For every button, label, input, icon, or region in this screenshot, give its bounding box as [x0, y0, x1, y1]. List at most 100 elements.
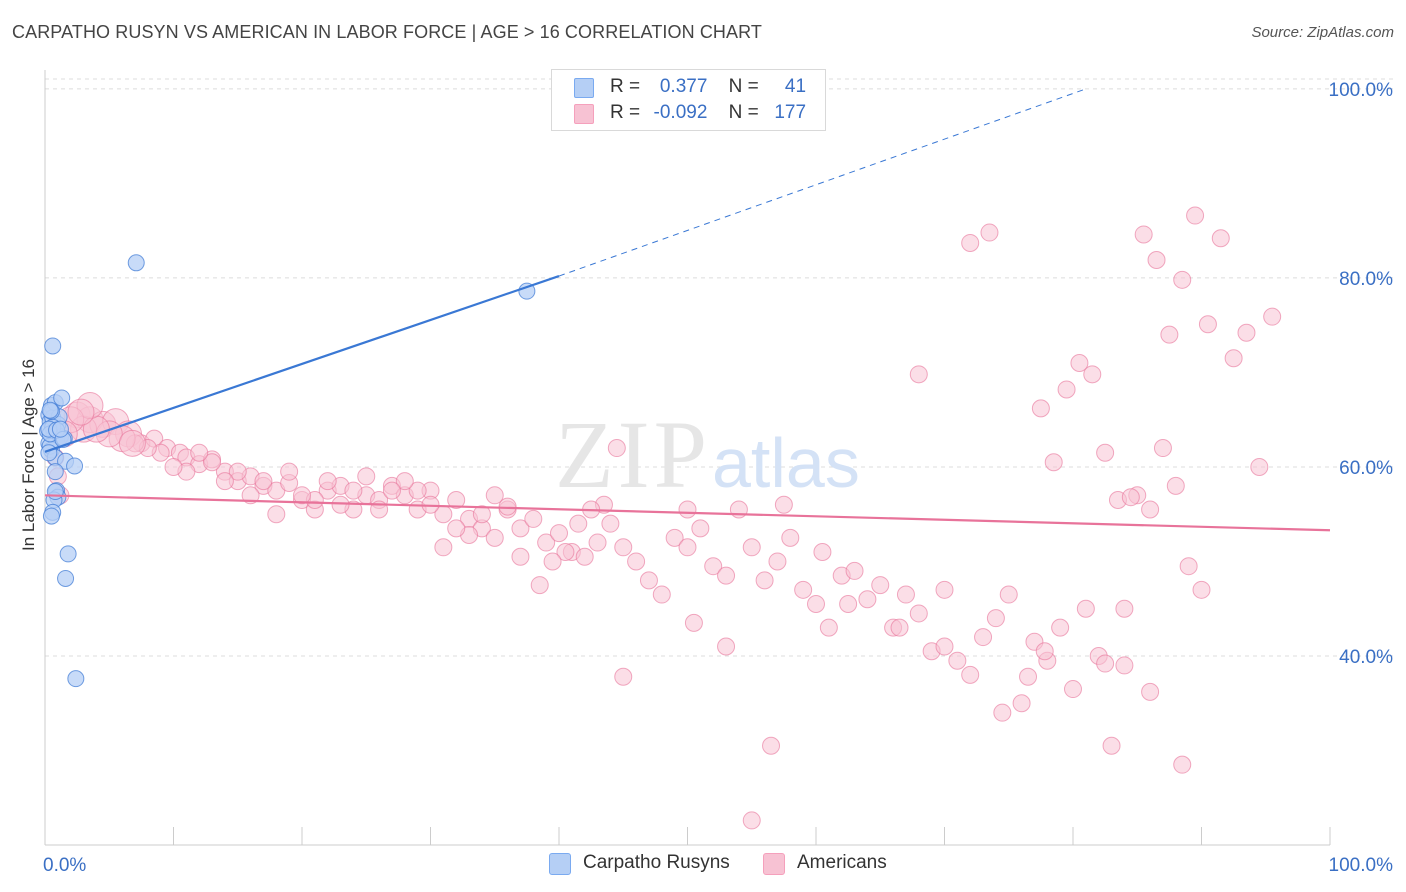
american-point	[254, 472, 273, 491]
legend-n-value: 177	[774, 102, 807, 123]
american-point	[447, 519, 466, 538]
american-point	[524, 509, 543, 528]
trend-lines	[44, 88, 1331, 532]
american-point	[794, 580, 813, 599]
rusyn-point	[127, 254, 145, 272]
american-point	[485, 486, 504, 505]
american-point	[1115, 656, 1134, 675]
american-point	[1186, 206, 1205, 225]
american-point	[974, 628, 993, 647]
american-point	[1083, 365, 1102, 384]
rusyn-point	[66, 457, 84, 475]
bottom-legend-label: Americans	[797, 852, 887, 873]
american-point	[652, 585, 671, 604]
american-point	[1160, 325, 1179, 344]
american-point	[999, 585, 1018, 604]
american-point	[1198, 315, 1217, 334]
american-point	[678, 538, 697, 557]
legend-r-value: 0.377	[659, 76, 708, 97]
rusyn-point	[44, 337, 62, 355]
american-point	[1224, 349, 1243, 368]
legend-swatch-rusyn	[574, 78, 594, 98]
american-point	[1141, 682, 1160, 701]
american-point	[614, 667, 633, 686]
american-point	[858, 590, 877, 609]
rusyn-point	[46, 463, 64, 481]
american-point	[717, 637, 736, 656]
american-point	[1076, 599, 1095, 618]
american-point	[575, 547, 594, 566]
american-point	[961, 665, 980, 684]
american-point	[819, 618, 838, 637]
y-axis-label: In Labor Force | Age > 16	[19, 359, 38, 551]
american-point	[164, 457, 183, 476]
american-point	[1250, 457, 1269, 476]
chart-title: CARPATHO RUSYN VS AMERICAN IN LABOR FORC…	[12, 22, 762, 42]
american-point	[935, 580, 954, 599]
american-point	[1121, 488, 1140, 507]
american-points	[46, 206, 1282, 830]
american-point	[537, 533, 556, 552]
american-point	[1102, 736, 1121, 755]
american-point	[742, 538, 761, 557]
legend-n-label: N =	[728, 102, 759, 123]
american-point	[1173, 270, 1192, 289]
legend-swatch-american	[574, 104, 594, 124]
watermark-atlas: atlas	[712, 424, 860, 502]
american-point	[1166, 476, 1185, 495]
american-point	[993, 703, 1012, 722]
american-point	[1211, 229, 1230, 248]
bottom-swatch-rusyn	[549, 853, 571, 875]
american-point	[511, 519, 530, 538]
rusyn-points	[39, 254, 536, 688]
american-point	[215, 472, 234, 491]
american-point	[1173, 755, 1192, 774]
y-tick-label: 60.0%	[1339, 458, 1393, 479]
american-point	[395, 472, 414, 491]
y-tick-label: 80.0%	[1339, 269, 1393, 290]
american-point	[118, 429, 146, 457]
rusyn-point	[59, 545, 77, 563]
american-point	[382, 481, 401, 500]
american-point	[909, 365, 928, 384]
american-point	[1134, 225, 1153, 244]
rusyn-trend-extension	[558, 88, 1087, 277]
american-point	[755, 571, 774, 590]
american-point	[768, 552, 787, 571]
american-point	[1031, 399, 1050, 418]
rusyn-point	[40, 444, 58, 462]
american-point	[447, 491, 466, 510]
american-point	[1070, 353, 1089, 372]
legend-r-label: R =	[610, 76, 641, 97]
american-point	[1179, 557, 1198, 576]
rusyn-point	[67, 670, 85, 688]
american-point	[1147, 250, 1166, 269]
american-point	[909, 604, 928, 623]
rusyn-point	[57, 569, 75, 587]
american-point	[67, 398, 95, 426]
american-point	[986, 609, 1005, 628]
american-point	[614, 538, 633, 557]
american-point	[896, 585, 915, 604]
american-point	[774, 495, 793, 514]
axes	[44, 70, 1331, 846]
american-point	[627, 552, 646, 571]
american-point	[813, 543, 832, 562]
american-point	[601, 514, 620, 533]
american-point	[543, 552, 562, 571]
american-point	[530, 576, 549, 595]
american-point	[1115, 599, 1134, 618]
american-point	[1044, 453, 1063, 472]
american-point	[890, 618, 909, 637]
rusyn-trend-line	[44, 274, 560, 453]
rusyn-point	[41, 401, 59, 419]
american-point	[408, 481, 427, 500]
bottom-swatch-american	[763, 853, 785, 875]
american-point	[639, 571, 658, 590]
american-point	[267, 505, 286, 524]
american-point	[678, 500, 697, 519]
american-point	[781, 528, 800, 547]
american-point	[1057, 380, 1076, 399]
american-point	[1096, 654, 1115, 673]
